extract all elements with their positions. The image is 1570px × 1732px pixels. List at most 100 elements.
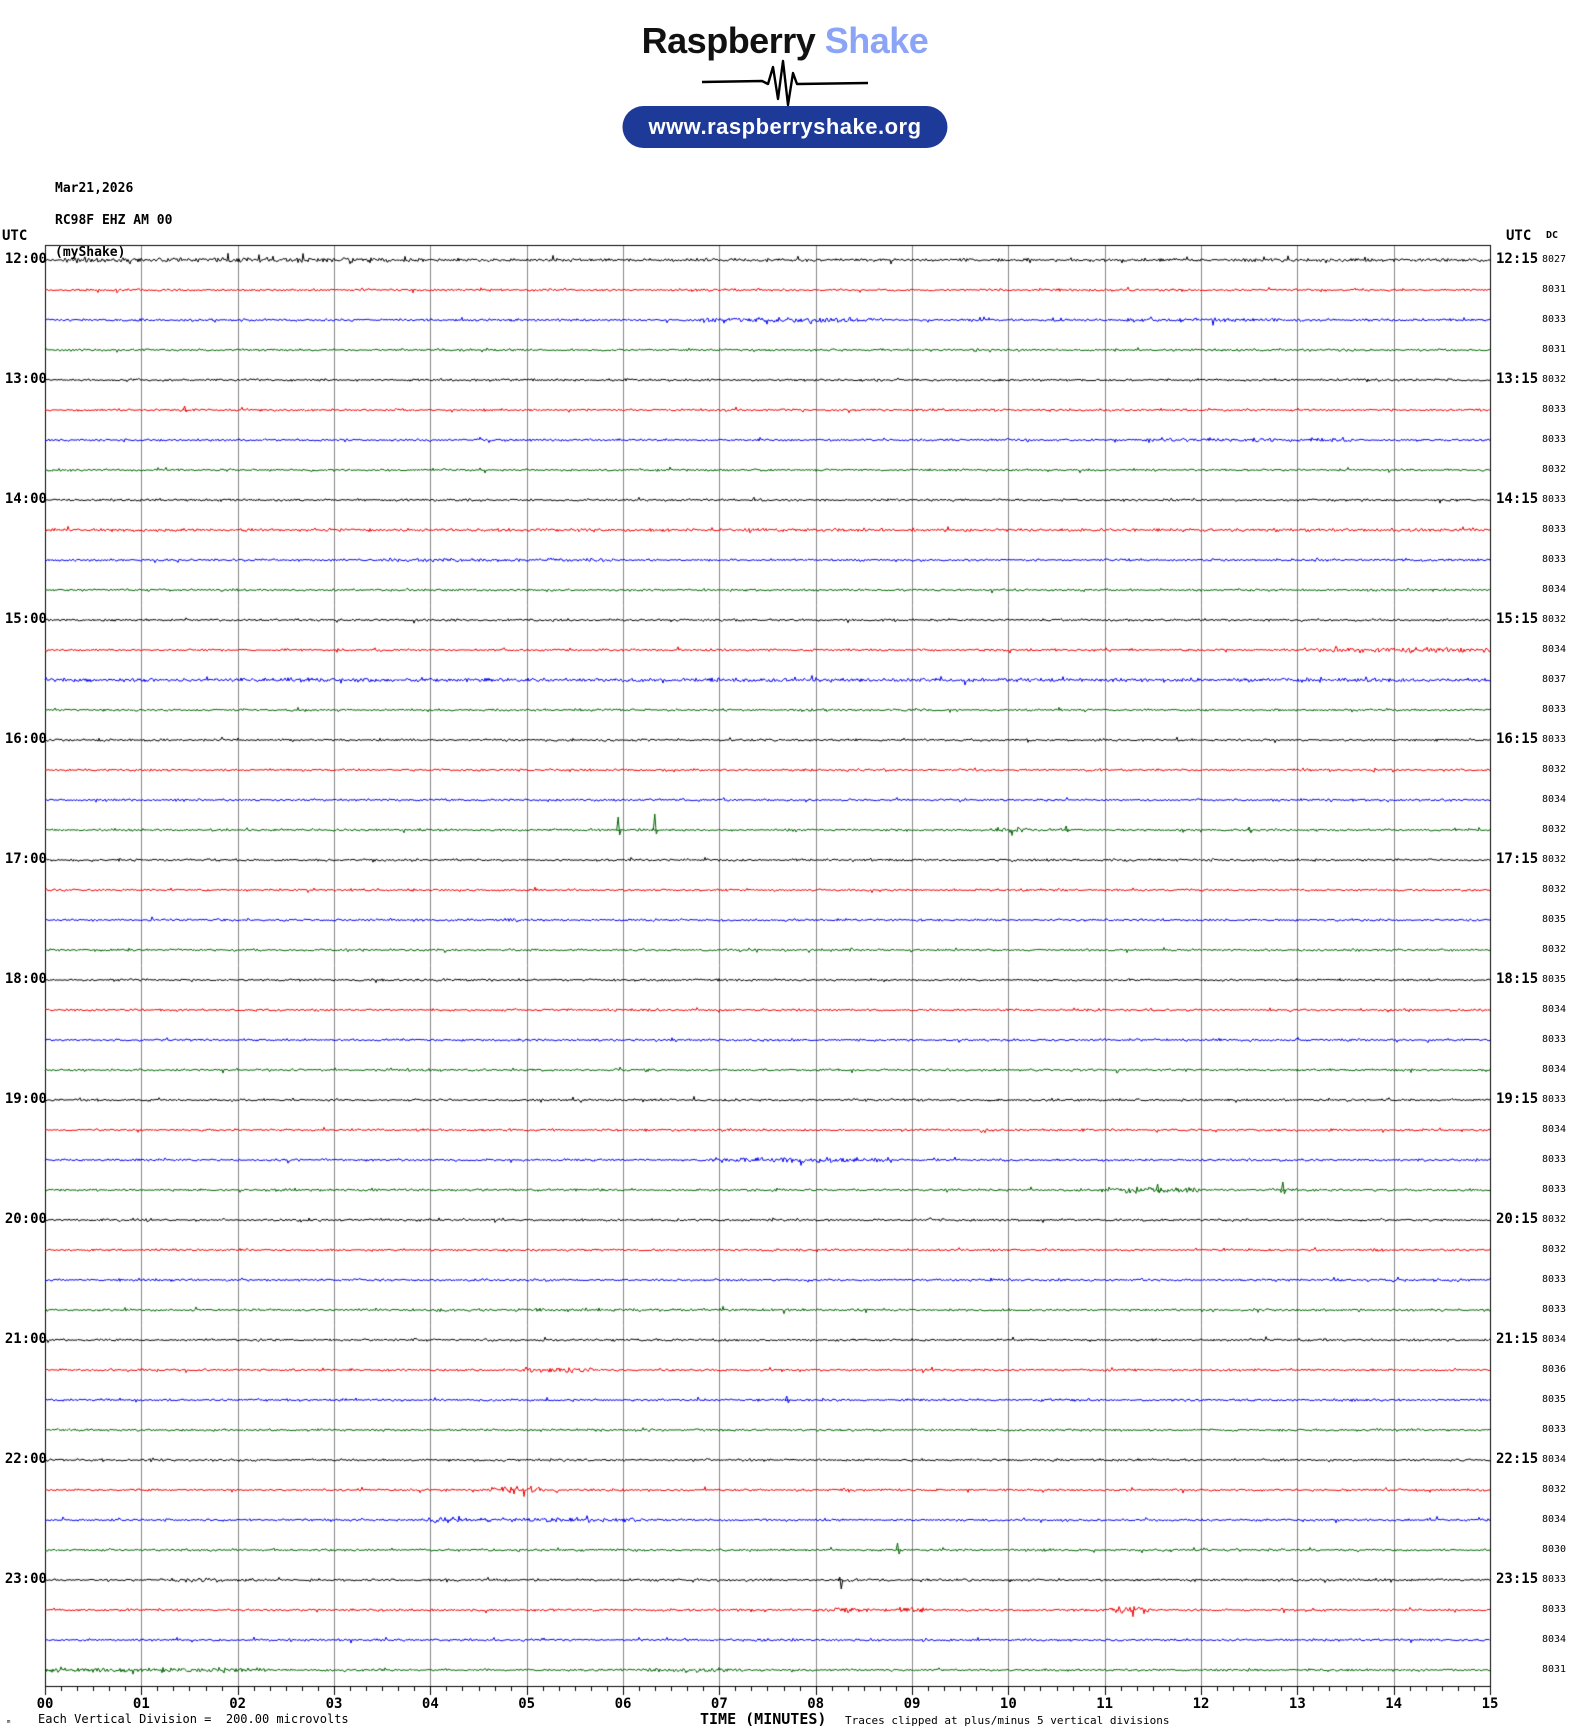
- utc-right-header: UTC: [1506, 228, 1532, 244]
- dc-value: 8032: [1542, 824, 1567, 835]
- x-tick-label: 08: [807, 1696, 825, 1712]
- dc-value: 8033: [1542, 404, 1567, 415]
- dc-value: 8034: [1542, 1124, 1567, 1135]
- waveform-icon: [0, 58, 1570, 110]
- dc-value: 8032: [1542, 374, 1567, 385]
- dc-value: 8033: [1542, 1094, 1567, 1105]
- station-id: RC98F EHZ AM 00: [55, 213, 173, 228]
- hour-label-left: 19:00: [4, 1091, 47, 1107]
- dc-value: 8034: [1542, 1454, 1567, 1465]
- dc-value: 8033: [1542, 1184, 1567, 1195]
- dc-value: 8032: [1542, 1214, 1567, 1225]
- x-tick-label: 01: [132, 1696, 150, 1712]
- dc-value: 8033: [1542, 434, 1567, 445]
- dc-value: 8033: [1542, 1424, 1567, 1435]
- hour-label-left: 12:00: [4, 251, 47, 267]
- hour-label-right: 16:15: [1496, 731, 1539, 747]
- dc-value: 8030: [1542, 1544, 1567, 1555]
- station-date: Mar21,2026: [55, 181, 134, 196]
- dc-value: 8033: [1542, 1274, 1567, 1285]
- x-tick-label: 07: [710, 1696, 728, 1712]
- dc-value: 8035: [1542, 914, 1567, 925]
- hour-label-right: 14:15: [1496, 491, 1539, 507]
- hour-label-right: 19:15: [1496, 1091, 1539, 1107]
- x-tick-label: 09: [903, 1696, 921, 1712]
- dc-value: 8032: [1542, 854, 1567, 865]
- hour-label-right: 13:15: [1496, 371, 1539, 387]
- hour-label-left: 14:00: [4, 491, 47, 507]
- dc-value: 8033: [1542, 1604, 1567, 1615]
- dc-value: 8034: [1542, 1634, 1567, 1645]
- dc-value: 8032: [1542, 464, 1567, 475]
- x-tick-label: 03: [325, 1696, 343, 1712]
- dc-value: 8032: [1542, 944, 1567, 955]
- dc-value: 8035: [1542, 1394, 1567, 1405]
- hour-label-left: 18:00: [4, 971, 47, 987]
- x-tick-label: 04: [421, 1696, 439, 1712]
- dc-value: 8027: [1542, 254, 1567, 265]
- brand-secondary: Shake: [815, 20, 929, 61]
- dc-value: 8032: [1542, 1484, 1567, 1495]
- dc-value: 8032: [1542, 1244, 1567, 1255]
- x-tick-label: 06: [614, 1696, 632, 1712]
- dc-value: 8033: [1542, 1154, 1567, 1165]
- dc-value: 8033: [1542, 554, 1567, 565]
- dc-value: 8032: [1542, 884, 1567, 895]
- hour-label-left: 17:00: [4, 851, 47, 867]
- hour-label-right: 17:15: [1496, 851, 1539, 867]
- hour-label-right: 20:15: [1496, 1211, 1539, 1227]
- hour-label-right: 15:15: [1496, 611, 1539, 627]
- hour-label-left: 16:00: [4, 731, 47, 747]
- dc-value: 8035: [1542, 974, 1567, 985]
- dc-value: 8033: [1542, 1034, 1567, 1045]
- utc-left-header: UTC: [2, 228, 28, 244]
- dc-value: 8034: [1542, 1334, 1567, 1345]
- dc-header: DC: [1546, 230, 1559, 241]
- dc-value: 8032: [1542, 614, 1567, 625]
- hour-label-left: 20:00: [4, 1211, 47, 1227]
- dc-value: 8036: [1542, 1364, 1567, 1375]
- hour-label-left: 13:00: [4, 371, 47, 387]
- dc-value: 8034: [1542, 1514, 1567, 1525]
- dc-value: 8033: [1542, 734, 1567, 745]
- hour-label-left: 23:00: [4, 1571, 47, 1587]
- x-tick-label: 11: [1096, 1696, 1114, 1712]
- hour-label-right: 21:15: [1496, 1331, 1539, 1347]
- hour-label-right: 18:15: [1496, 971, 1539, 987]
- hour-label-right: 23:15: [1496, 1571, 1539, 1587]
- dc-value: 8037: [1542, 674, 1567, 685]
- dc-value: 8033: [1542, 704, 1567, 715]
- dc-value: 8033: [1542, 314, 1567, 325]
- x-tick-label: 02: [229, 1696, 247, 1712]
- dc-value: 8034: [1542, 584, 1567, 595]
- hour-label-right: 22:15: [1496, 1451, 1539, 1467]
- corner-glyph: ₘ: [6, 1716, 12, 1726]
- scale-note: Each Vertical Division = 200.00 microvol…: [38, 1712, 349, 1726]
- x-axis-title: TIME (MINUTES): [700, 1710, 827, 1728]
- x-tick-label: 15: [1481, 1696, 1499, 1712]
- hour-label-left: 21:00: [4, 1331, 47, 1347]
- raspberry-shake-logo: Raspberry Shake: [0, 20, 1570, 62]
- dc-value: 8033: [1542, 1574, 1567, 1585]
- station-network: (myShake): [55, 245, 126, 260]
- dc-value: 8031: [1542, 284, 1567, 295]
- dc-value: 8033: [1542, 1304, 1567, 1315]
- hour-label-left: 15:00: [4, 611, 47, 627]
- hour-label-left: 22:00: [4, 1451, 47, 1467]
- x-tick-label: 00: [36, 1696, 54, 1712]
- x-tick-label: 05: [518, 1696, 536, 1712]
- x-tick-label: 14: [1385, 1696, 1403, 1712]
- dc-value: 8033: [1542, 494, 1567, 505]
- url-pill-button[interactable]: www.raspberryshake.org: [622, 106, 948, 148]
- dc-value: 8034: [1542, 1004, 1567, 1015]
- dc-value: 8034: [1542, 644, 1567, 655]
- clip-note: Traces clipped at plus/minus 5 vertical …: [845, 1714, 1170, 1727]
- brand-primary: Raspberry: [641, 20, 816, 61]
- dc-value: 8034: [1542, 794, 1567, 805]
- dc-value: 8032: [1542, 764, 1567, 775]
- x-tick-label: 13: [1288, 1696, 1306, 1712]
- dc-value: 8034: [1542, 1064, 1567, 1075]
- hour-label-right: 12:15: [1496, 251, 1539, 267]
- x-tick-label: 10: [999, 1696, 1017, 1712]
